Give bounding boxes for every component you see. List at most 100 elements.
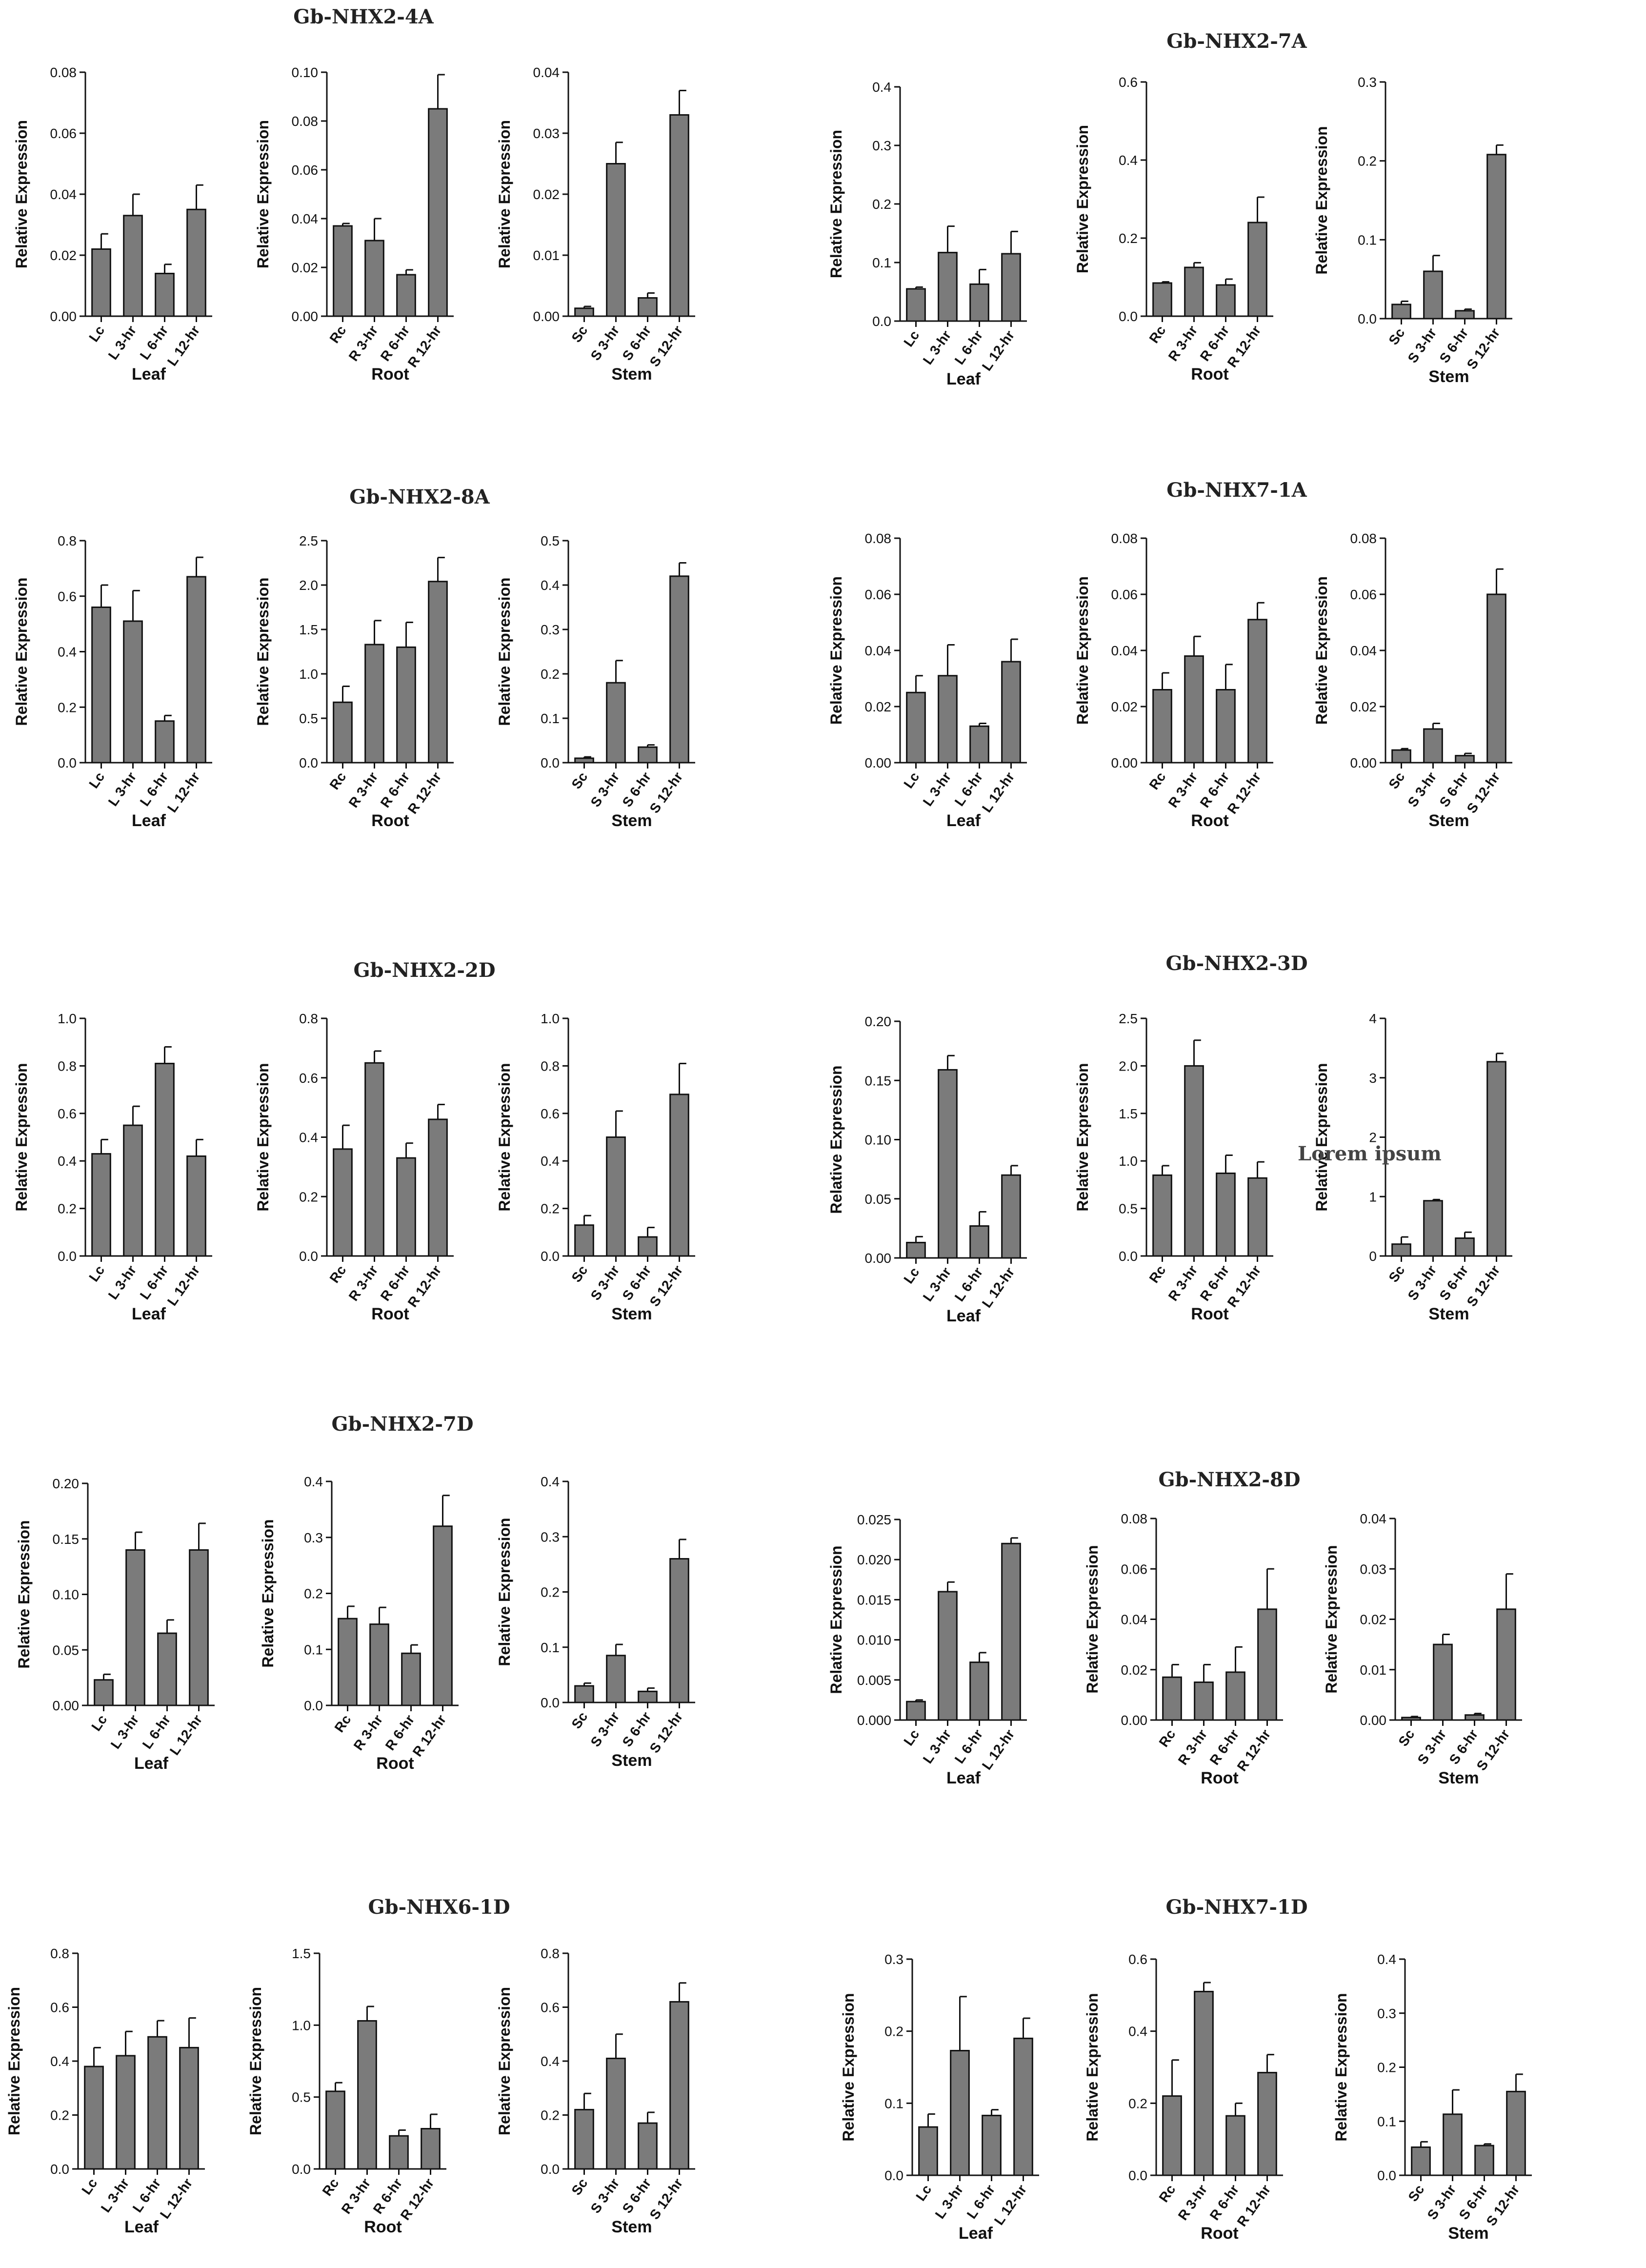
bar [123, 620, 143, 764]
chart-title: Gb-NHX7-1A [1166, 479, 1307, 502]
bar [84, 2066, 104, 2170]
y-tick-label: 0.6 [541, 1106, 560, 1121]
x-tick-label: R 12-hr [405, 770, 444, 817]
bar [1443, 2113, 1463, 2176]
chart-group: Gb-NHX7-1D 0.0 0.1 0.2 0.3 Relative Expressio… [840, 1896, 1532, 2243]
y-tick-label: 0.08 [865, 531, 892, 546]
bar [969, 725, 989, 764]
y-tick-label: 0.03 [533, 126, 560, 141]
y-tick-label: 0.6 [299, 1071, 318, 1086]
x-axis-title: Root [1191, 1305, 1228, 1323]
bar [574, 1224, 594, 1257]
bar [369, 1623, 389, 1706]
x-tick-label: R 12-hr [1234, 2182, 1274, 2229]
bar [1465, 1714, 1485, 1721]
x-tick-label: S 3-hr [1405, 325, 1440, 366]
y-tick-label: 1.0 [541, 1011, 560, 1026]
chart-panel: 0.00 0.02 0.04 0.06 0.08 Relative Expression L… [827, 531, 1027, 830]
y-tick-label: 0.020 [857, 1552, 891, 1567]
x-tick-label: L 3-hr [932, 2182, 966, 2222]
chart-panel: 0.00 0.02 0.04 0.06 0.08 Relative Expression L… [13, 65, 212, 384]
y-tick-label: 0.2 [872, 197, 891, 212]
y-tick-label: 0.02 [1360, 1612, 1387, 1627]
bar [333, 1148, 353, 1257]
y-axis-label: Relative Expression [496, 577, 513, 726]
y-tick-label: 0.02 [50, 248, 77, 263]
bar [91, 607, 111, 764]
y-tick-label: 0.00 [50, 309, 77, 324]
y-tick-label: 0.0 [1128, 2168, 1147, 2183]
y-tick-label: 0.0 [1358, 311, 1377, 326]
y-tick-label: 0.15 [865, 1073, 892, 1088]
bar [396, 274, 416, 317]
chart-panel: 0.00 0.05 0.10 0.15 0.20 Relative Expression L… [15, 1476, 215, 1773]
y-tick-label: 0.4 [1128, 2024, 1147, 2039]
x-tick-label: Rc [1156, 1727, 1178, 1750]
y-tick-label: 0.8 [58, 533, 77, 548]
y-tick-label: 2.0 [1119, 1058, 1138, 1073]
y-tick-label: 0.2 [304, 1586, 323, 1601]
x-tick-label: Lc [86, 323, 107, 345]
x-tick-label: R 3-hr [1165, 1263, 1201, 1304]
y-tick-label: 0.4 [58, 1154, 77, 1169]
y-tick-label: 0.02 [1350, 699, 1377, 714]
x-tick-label: Lc [901, 1727, 922, 1749]
x-axis-title: Stem [611, 2218, 652, 2236]
y-tick-label: 0.1 [1358, 232, 1377, 247]
chart-panel: 0.00 0.02 0.04 0.06 0.08 Relative Expression R… [1074, 531, 1273, 830]
bar [1506, 2090, 1526, 2176]
x-tick-label: Lc [901, 328, 922, 350]
bar [333, 225, 353, 317]
y-axis-label: Relative Expression [254, 577, 272, 726]
bar [1225, 2115, 1245, 2176]
x-tick-label: Lc [86, 770, 107, 791]
y-tick-label: 0.0 [50, 2162, 69, 2177]
y-tick-label: 1 [1369, 1189, 1377, 1204]
x-tick-label: R 3-hr [351, 1712, 386, 1753]
bar [606, 1655, 626, 1703]
y-tick-label: 0.04 [1111, 643, 1138, 658]
x-axis-title: Leaf [959, 2224, 993, 2243]
y-tick-label: 0.6 [50, 2000, 69, 2015]
x-axis-title: Root [371, 1305, 409, 1323]
bar [1162, 2095, 1182, 2176]
x-tick-label: L 12-hr [167, 1712, 205, 1758]
chart-title: Gb-NHX2-2D [353, 959, 495, 982]
x-tick-label: R 12-hr [1224, 770, 1264, 817]
x-axis-title: Root [376, 1754, 414, 1773]
bar [91, 1153, 111, 1257]
y-tick-label: 0.8 [50, 1946, 69, 1961]
y-tick-label: 0.20 [865, 1014, 892, 1029]
y-axis-label: Relative Expression [1313, 126, 1330, 274]
chart-title: Gb-NHX2-7A [1166, 30, 1307, 53]
bar [1257, 1608, 1277, 1721]
bar [669, 1558, 689, 1703]
y-axis-label: Relative Expression [1313, 1063, 1330, 1211]
y-tick-label: 0.3 [304, 1530, 323, 1545]
bar [357, 2020, 377, 2170]
x-tick-label: L 6-hr [952, 1265, 986, 1304]
bar [638, 1690, 658, 1703]
x-tick-label: L 3-hr [920, 770, 954, 809]
bar [1001, 253, 1021, 322]
y-tick-label: 3 [1369, 1071, 1377, 1086]
bar [669, 114, 689, 317]
bar [950, 2050, 970, 2176]
y-tick-label: 1.0 [292, 2018, 311, 2033]
y-tick-label: 0.5 [299, 711, 318, 726]
y-tick-label: 0.06 [865, 587, 892, 602]
y-tick-label: 0.2 [299, 1189, 318, 1204]
bar [1184, 266, 1204, 317]
bar [574, 2108, 594, 2170]
y-tick-label: 0.4 [541, 2054, 560, 2069]
x-tick-label: Sc [1385, 770, 1407, 792]
bar [606, 682, 626, 764]
y-tick-label: 0.00 [865, 1251, 892, 1266]
x-axis-title: Stem [1438, 1769, 1479, 1787]
y-tick-label: 0.2 [1358, 154, 1377, 169]
y-tick-label: 0.00 [53, 1698, 80, 1713]
